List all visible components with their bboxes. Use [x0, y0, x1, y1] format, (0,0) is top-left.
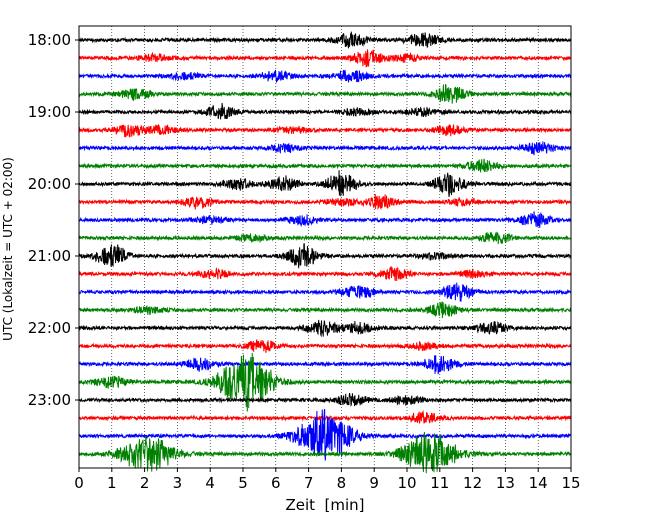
x-tick-label: 14: [529, 474, 548, 492]
x-tick-label: 7: [304, 474, 314, 492]
y-axis-ticks: 18:00 19:00 20:00 21:00 22:00 23:00: [28, 31, 79, 409]
x-tick-label: 11: [430, 474, 449, 492]
trace-2015: [78, 193, 572, 210]
x-axis-label: Zeit [min]: [285, 496, 364, 514]
x-tick-label: 8: [337, 474, 347, 492]
x-tick-label: 10: [397, 474, 416, 492]
trace-2045: [78, 231, 572, 245]
y-tick-label: 20:00: [28, 175, 71, 193]
y-tick-label: 21:00: [28, 247, 71, 265]
trace-1815: [78, 49, 572, 68]
traces-layer: [78, 31, 572, 474]
y-tick-label: 23:00: [28, 391, 71, 409]
x-tick-label: 13: [496, 474, 515, 492]
x-tick-label: 4: [205, 474, 215, 492]
plot-frame: [78, 25, 572, 469]
x-tick-label: 0: [74, 474, 84, 492]
trace-2330: [78, 408, 572, 461]
trace-2230: [78, 355, 572, 375]
x-tick-label: 15: [561, 474, 580, 492]
trace-1930: [78, 141, 572, 156]
x-tick-label: 5: [238, 474, 248, 492]
x-tick-label: 6: [271, 474, 281, 492]
trace-2145: [78, 301, 572, 318]
x-tick-label: 1: [107, 474, 117, 492]
trace-2000: [78, 170, 572, 198]
x-tick-label: 3: [173, 474, 183, 492]
trace-2345: [78, 432, 572, 474]
trace-2215: [78, 339, 572, 353]
trace-2245: [78, 352, 572, 412]
x-axis-ticks: 0 1 2 3 4 5 6 7 8 9 10 11 12 13 14 15: [74, 468, 581, 492]
y-tick-label: 22:00: [28, 319, 71, 337]
x-tick-label: 9: [369, 474, 379, 492]
trace-2200: [78, 319, 572, 338]
trace-1845: [78, 84, 572, 104]
trace-2130: [78, 282, 572, 302]
trace-1945: [78, 158, 572, 173]
trace-2115: [78, 266, 572, 282]
y-axis-label: UTC (Lokalzeit = UTC + 02:00): [1, 157, 15, 341]
trace-2030: [78, 211, 572, 228]
x-tick-label: 12: [463, 474, 482, 492]
trace-1830: [78, 69, 572, 84]
x-tick-label: 2: [140, 474, 150, 492]
trace-1900: [78, 102, 572, 120]
y-tick-label: 19:00: [28, 103, 71, 121]
trace-2300: [78, 392, 572, 408]
y-tick-label: 18:00: [28, 31, 71, 49]
trace-1800: [78, 31, 572, 49]
trace-2100: [78, 243, 572, 269]
trace-1915: [78, 123, 572, 138]
